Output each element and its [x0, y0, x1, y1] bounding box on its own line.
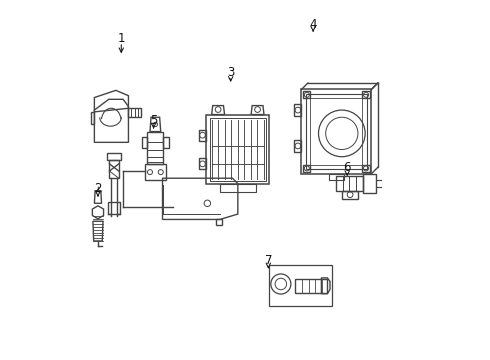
- Bar: [301, 89, 371, 174]
- Text: 7: 7: [265, 254, 272, 267]
- Text: 4: 4: [309, 18, 317, 31]
- Bar: [210, 118, 266, 181]
- Bar: [206, 114, 269, 184]
- Text: 5: 5: [150, 114, 157, 127]
- Text: 2: 2: [94, 183, 102, 195]
- Bar: [329, 174, 343, 180]
- Bar: [311, 98, 363, 165]
- Bar: [220, 184, 256, 192]
- Bar: [269, 265, 332, 306]
- Text: 6: 6: [343, 161, 351, 174]
- Text: 3: 3: [227, 66, 234, 79]
- Text: 1: 1: [118, 32, 125, 45]
- Bar: [306, 94, 367, 170]
